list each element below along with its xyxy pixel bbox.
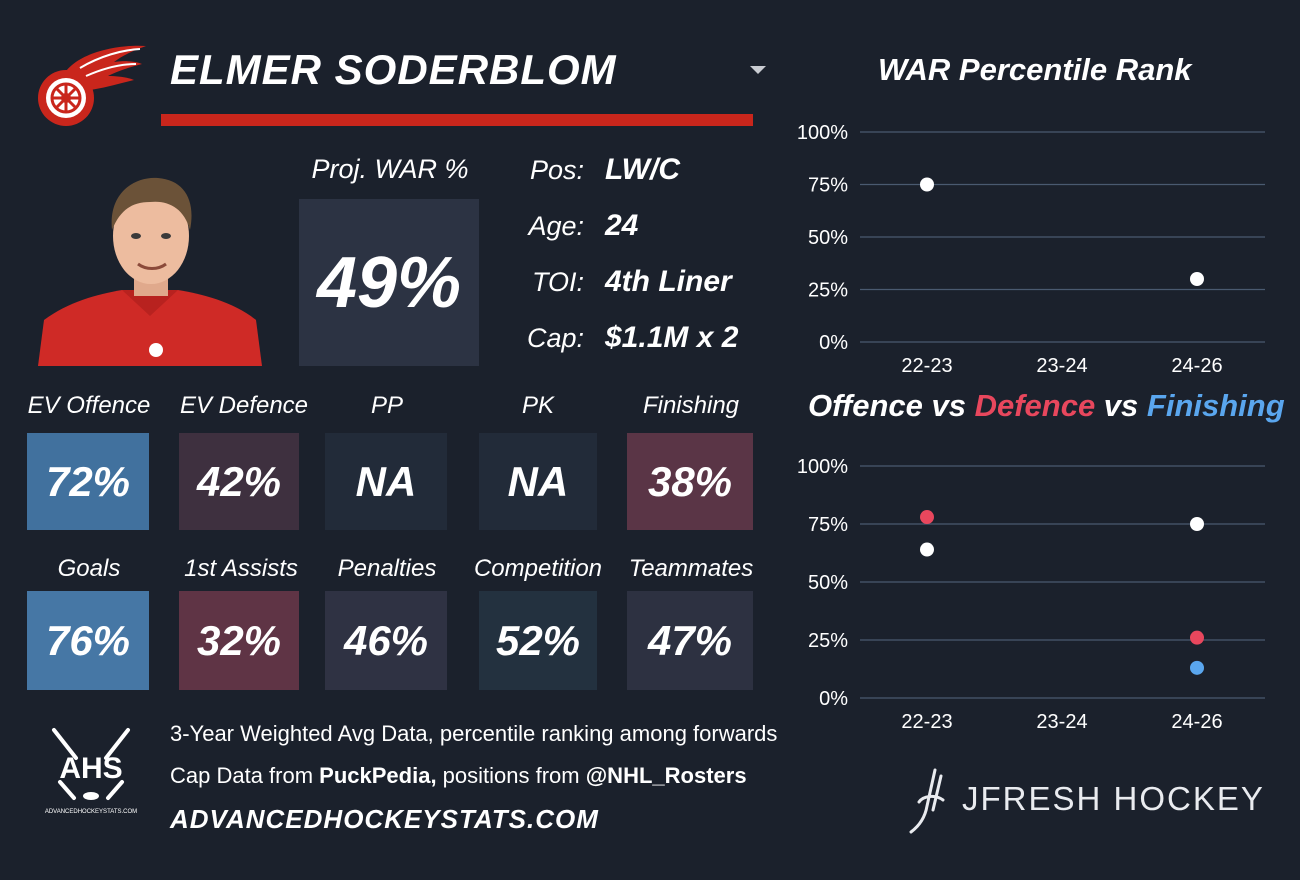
chart1-point — [920, 177, 934, 192]
tile-label-penalties: Penalties — [337, 555, 437, 582]
chart1-ytick-label: 0% — [819, 332, 848, 354]
tile-pk: NA — [479, 433, 597, 530]
tile-label-1st-assists: 1st Assists — [184, 555, 298, 582]
footer-source-link[interactable]: PuckPedia, — [319, 763, 437, 788]
chart1-point — [1190, 272, 1204, 286]
chart2-point-defence — [1190, 630, 1204, 645]
jfresh-brand: JFRESH HOCKEY — [962, 780, 1265, 817]
tile-label-ev-offence: EV Offence — [27, 392, 151, 419]
chart1-ytick-label: 25% — [808, 280, 848, 302]
tile-ev-offence: 72% — [27, 433, 149, 530]
tile-label-pk: PK — [521, 392, 554, 419]
chart2-ytick-label: 25% — [808, 630, 848, 652]
chart2-ytick-label: 50% — [808, 572, 848, 594]
player-name: ELMER SODERBLOM — [170, 46, 617, 93]
toi-value: 4th Liner — [605, 265, 732, 298]
site-url[interactable]: ADVANCEDHOCKEYSTATS.COM — [170, 804, 599, 834]
footer-line2-prefix: Cap Data from — [170, 763, 320, 788]
chart2-xtick-label: 24-26 — [1171, 711, 1222, 733]
chart2-ytick-label: 0% — [819, 688, 848, 710]
ahs-logo: AHS ADVANCEDHOCKEYSTATS.COM — [45, 728, 137, 815]
age-label: Age: — [528, 211, 584, 241]
tile-finishing: 38% — [627, 433, 753, 530]
chart1-xtick-label: 24-26 — [1171, 355, 1222, 377]
footer-line2-mid: positions from — [436, 763, 586, 788]
tile-penalties: 46% — [325, 591, 447, 690]
chart2-plot: 100% 75% 50% 25% 0% 22-23 23-24 24-26 — [797, 456, 1265, 733]
chart2-point-defence — [920, 510, 934, 525]
chart2-point-finishing — [1190, 660, 1204, 675]
tile-label-ev-defence: EV Defence — [179, 392, 309, 419]
player-dropdown-caret-icon[interactable] — [750, 66, 766, 74]
tile-label-goals: Goals — [57, 555, 121, 582]
chart2-title: Offence vs Defence vs Finishing — [808, 388, 1285, 424]
jfresh-logo-icon — [909, 768, 945, 834]
chart2-ytick-label: 75% — [808, 514, 848, 536]
chart1-xtick-label: 22-23 — [901, 355, 952, 377]
chart1-ytick-label: 75% — [808, 175, 848, 197]
tile-ev-defence: 42% — [179, 433, 299, 530]
tile-goals: 76% — [27, 591, 149, 690]
chart2-title-vs2: vs — [1095, 388, 1147, 423]
ahs-logo-subtext: ADVANCEDHOCKEYSTATS.COM — [45, 809, 137, 815]
chart1-title: WAR Percentile Rank — [878, 52, 1192, 87]
age-value: 24 — [605, 209, 639, 242]
tile-label-teammates: Teammates — [628, 555, 754, 582]
pos-value: LW/C — [605, 153, 680, 186]
proj-war-value: 49% — [299, 199, 479, 366]
tile-teammates: 47% — [627, 591, 753, 690]
chart2-xtick-label: 23-24 — [1036, 711, 1087, 733]
proj-war-label: Proj. WAR % — [311, 154, 469, 184]
chart1-ytick-label: 100% — [797, 122, 848, 144]
toi-label: TOI: — [531, 267, 584, 297]
chart2-title-vs1: vs — [922, 388, 975, 423]
cap-value: $1.1M x 2 — [605, 321, 739, 354]
chart1-plot: 100% 75% 50% 25% 0% 22-23 23-24 24-26 — [797, 122, 1265, 377]
tile-label-competition: Competition — [473, 555, 603, 582]
footer-note-line2: Cap Data from PuckPedia, positions from … — [170, 763, 747, 789]
footer-note-line1: 3-Year Weighted Avg Data, percentile ran… — [170, 721, 778, 746]
chart2-ytick-label: 100% — [797, 456, 848, 478]
tile-1st-assists: 32% — [179, 591, 299, 690]
player-headshot — [38, 177, 262, 366]
footer-handle-link[interactable]: @NHL_Rosters — [585, 763, 747, 788]
chart1-ytick-label: 50% — [808, 227, 848, 249]
tile-pp: NA — [325, 433, 447, 530]
chart1-xtick-label: 23-24 — [1036, 355, 1087, 377]
ahs-logo-text: AHS — [59, 752, 122, 785]
tile-competition: 52% — [479, 591, 597, 690]
pos-label: Pos: — [529, 155, 584, 185]
tile-label-pp: PP — [370, 392, 403, 419]
chart2-xtick-label: 22-23 — [901, 711, 952, 733]
chart2-title-offence: Offence — [808, 388, 923, 423]
team-logo — [38, 45, 146, 126]
name-underline-bar — [161, 114, 753, 126]
chart2-point-offence — [1190, 517, 1204, 531]
chart2-title-defence: Defence — [974, 388, 1096, 423]
chart2-title-finishing: Finishing — [1146, 388, 1285, 423]
tile-label-finishing: Finishing — [642, 392, 740, 419]
cap-label: Cap: — [526, 323, 584, 353]
chart2-point-offence — [920, 542, 934, 557]
